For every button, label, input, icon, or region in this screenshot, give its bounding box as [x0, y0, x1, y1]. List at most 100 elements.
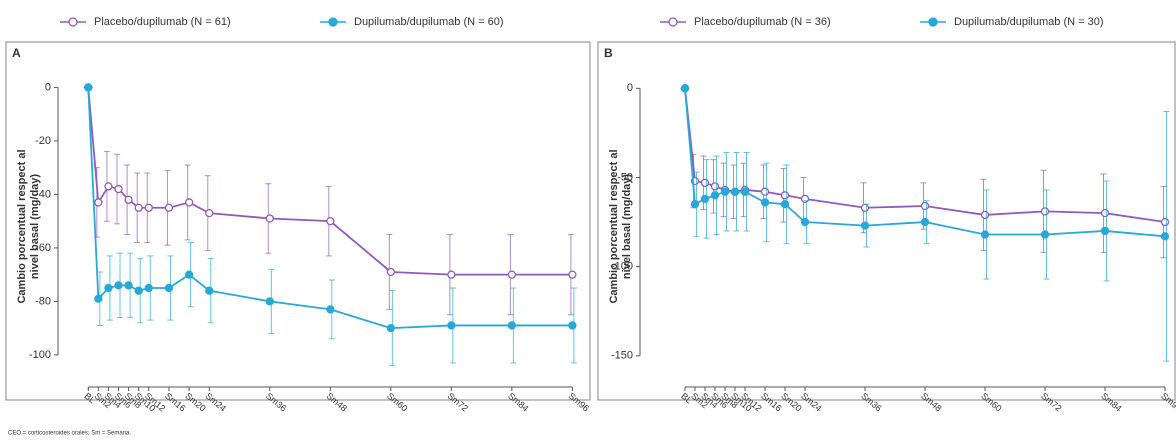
data-point — [680, 84, 690, 93]
data-point — [710, 182, 720, 191]
x-tick-label: Sm84 — [506, 391, 530, 414]
data-point — [568, 321, 577, 330]
data-point — [144, 283, 153, 293]
x-tick-label: Sm96 — [1159, 391, 1176, 414]
panel-title: A — [12, 46, 21, 60]
y-tick-label: -100 — [611, 261, 633, 273]
x-tick-label: Sm24 — [799, 391, 823, 414]
x-tick-label: Sm84 — [1099, 391, 1123, 414]
data-point — [94, 198, 103, 207]
data-point — [184, 198, 194, 207]
data-point — [760, 187, 770, 196]
x-tick-label: Sm36 — [859, 391, 883, 414]
data-point — [94, 294, 103, 303]
series-line — [684, 88, 1166, 238]
x-tick-label: Sm16 — [759, 391, 783, 414]
data-point — [386, 267, 395, 277]
data-point — [740, 187, 750, 196]
x-tick-label: Sm48 — [919, 391, 943, 414]
data-point — [1160, 217, 1170, 227]
data-point — [780, 200, 790, 209]
data-point — [184, 270, 194, 279]
legend-label: Placebo/dupilumab (N = 61) — [94, 16, 231, 28]
data-point — [265, 297, 274, 306]
data-point — [326, 305, 335, 314]
data-point — [920, 217, 930, 227]
y-axis-label: Cambio porcentual respect alnivel basal … — [608, 149, 633, 303]
legend-marker — [928, 17, 938, 27]
data-point — [124, 281, 133, 290]
data-point — [386, 323, 395, 333]
series-line — [684, 88, 1166, 223]
legend-marker — [68, 17, 78, 27]
data-point — [507, 321, 517, 330]
x-tick-label: Sm72 — [1039, 391, 1063, 414]
y-axis-label-line: Cambio porcentual respect al — [16, 149, 28, 303]
x-tick-label: Sm96 — [567, 391, 591, 414]
legend-label: Placebo/dupilumab (N = 36) — [694, 16, 831, 28]
data-point — [447, 270, 456, 279]
y-tick-label: -20 — [35, 135, 51, 147]
data-point — [1100, 226, 1110, 236]
x-tick-label: Sm48 — [325, 391, 349, 414]
series-line — [87, 87, 573, 276]
y-tick-label: -100 — [29, 349, 51, 361]
y-tick-label: -50 — [617, 171, 633, 183]
x-tick-label: Sm20 — [183, 391, 207, 414]
data-point — [104, 182, 113, 191]
data-point — [507, 270, 517, 279]
data-point — [780, 191, 790, 200]
legend-label: Dupilumab/dupilumab (N = 30) — [954, 16, 1104, 28]
data-point — [1100, 208, 1110, 218]
data-point — [720, 187, 730, 196]
data-point — [164, 203, 174, 212]
data-point — [205, 286, 214, 295]
footnote: CEO = corticosteroides orales; Sm = Sema… — [8, 431, 131, 437]
x-tick-label: Sm60 — [979, 391, 1003, 414]
data-point — [447, 321, 456, 330]
data-point — [164, 283, 174, 293]
data-point — [568, 270, 577, 279]
data-point — [144, 203, 153, 212]
x-tick-label: Sm72 — [446, 391, 470, 414]
y-tick-label: 0 — [627, 82, 633, 94]
panel-frame — [5, 41, 591, 401]
data-point — [1040, 230, 1050, 239]
data-point — [800, 194, 810, 204]
y-tick-label: -60 — [35, 242, 51, 254]
y-tick-label: -150 — [611, 350, 633, 362]
data-point — [326, 217, 335, 226]
x-tick-label: Sm16 — [163, 391, 187, 414]
y-axis-label: Cambio porcentual respect alnivel basal … — [16, 149, 41, 303]
x-tick-label: Sm36 — [264, 391, 288, 414]
y-axis-label-line: nivel basal (mg/day) — [621, 174, 633, 279]
data-point — [760, 198, 770, 207]
data-point — [84, 83, 93, 92]
data-point — [980, 210, 990, 220]
data-point — [860, 221, 870, 230]
x-tick-label: Sm60 — [385, 391, 409, 414]
series-line — [87, 87, 573, 330]
data-point — [134, 286, 143, 295]
panel-title: B — [604, 46, 613, 60]
data-point — [730, 187, 740, 196]
y-tick-label: -80 — [35, 295, 51, 307]
y-axis-label-line: Cambio porcentual respect al — [608, 149, 620, 303]
data-point — [710, 191, 720, 200]
data-point — [800, 217, 810, 227]
data-point — [114, 281, 123, 290]
y-axis-label-line: nivel basal (mg/day) — [29, 174, 41, 279]
data-point — [205, 208, 214, 218]
x-tick-label: Sm20 — [779, 391, 803, 414]
data-point — [134, 203, 143, 212]
panel-frame — [597, 41, 1176, 401]
data-point — [104, 283, 113, 293]
x-tick-label: Sm24 — [203, 391, 227, 414]
legend-label: Dupilumab/dupilumab (N = 60) — [354, 16, 504, 28]
data-point — [860, 203, 870, 212]
data-point — [114, 184, 123, 194]
data-point — [700, 194, 710, 204]
data-point — [1160, 232, 1170, 241]
data-point — [124, 195, 133, 204]
data-point — [1040, 207, 1050, 216]
